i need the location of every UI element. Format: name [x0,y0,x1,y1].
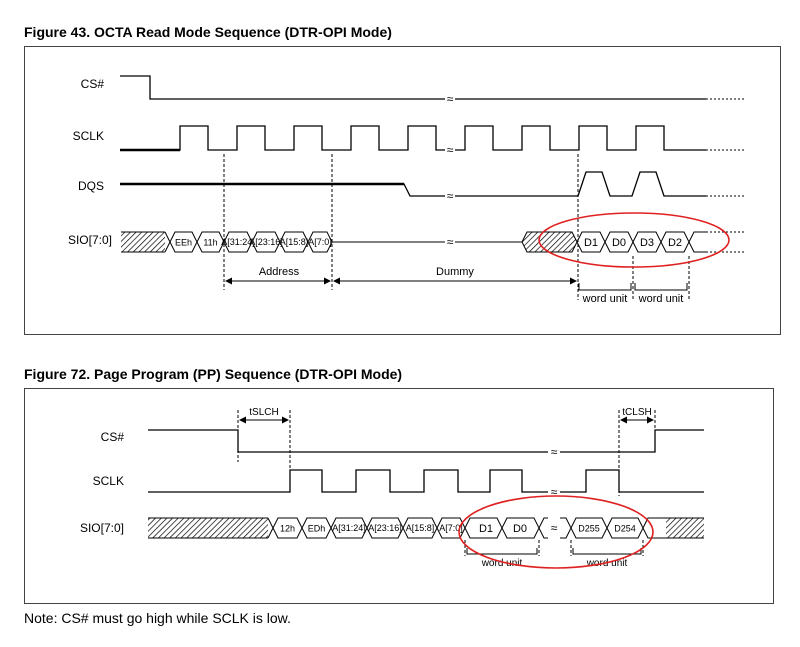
highlight-ellipse [458,495,654,569]
dqs-signal-label: DQS [78,179,104,193]
sio-signal-label: SIO[7:0] [80,521,124,535]
break-mark-icon: ≈ [551,485,558,499]
highlight-ellipse [538,212,730,268]
sio-addr-cell: A[31:24] [332,523,366,533]
sclk-waveform [120,125,706,151]
sio-addr-cell: A[7:0] [308,237,332,247]
sio-data-cell: D255 [578,524,600,534]
sio-data-cell: D0 [513,523,527,535]
sclk-waveform [148,469,704,493]
sio-data-cell: D0 [612,237,626,249]
figure-72-title: Figure 72. Page Program (PP) Sequence (D… [24,366,403,382]
sio-data-cell: D254 [614,524,636,534]
sio-signal-label: SIO[7:0] [68,233,112,247]
sio-data-cell: D1 [479,523,493,535]
sio-addr-cell: A[23:16] [368,523,402,533]
cs-waveform [120,75,706,100]
sio-waveform: EEh 11h A[31:24] A[23:16] A[15:8] A[7:0]… [121,231,745,253]
cs-waveform [148,429,704,453]
sio-addr-cell: A[31:24] [221,237,255,247]
word-unit-label: word unit [481,558,523,569]
figure-72-diagram: CS# SCLK SIO[7:0] tSLCH tCLSH ≈ ≈ 12h ED… [80,407,704,569]
sio-waveform: 12h EDh A[31:24] A[23:16] A[15:8] A[7:0]… [148,517,704,539]
break-mark-icon: ≈ [551,521,558,535]
tslch-label: tSLCH [249,407,278,418]
dummy-label: Dummy [436,266,474,278]
sclk-signal-label: SCLK [93,474,124,488]
word-unit-label: word unit [638,293,684,305]
figure-43-diagram: CS# SCLK DQS SIO[7:0] ≈ ≈ ≈ EEh 11h [68,75,745,305]
sio-cmd-cell: EDh [308,524,326,534]
sio-cmd-cell: EEh [175,238,192,248]
sio-data-cell: D3 [640,237,654,249]
break-mark-icon: ≈ [551,445,558,459]
sio-data-cell: D1 [584,237,598,249]
break-mark-icon: ≈ [447,189,454,203]
sio-cmd-cell: 11h [203,238,217,248]
cs-signal-label: CS# [81,77,105,91]
word-unit-label: word unit [582,293,628,305]
sio-data-cell: D2 [668,237,682,249]
sclk-signal-label: SCLK [73,129,104,143]
cs-signal-label: CS# [101,430,125,444]
sio-addr-cell: A[15:8] [406,523,435,533]
break-mark-icon: ≈ [447,143,454,157]
footnote: Note: CS# must go high while SCLK is low… [24,610,291,626]
sio-addr-cell: A[7:0] [439,523,463,533]
address-label: Address [259,266,300,278]
figure-43-title: Figure 43. OCTA Read Mode Sequence (DTR-… [24,24,392,40]
sio-addr-cell: A[15:8] [280,237,309,247]
break-mark-icon: ≈ [447,235,454,249]
figure-72-frame [24,388,774,604]
sio-cmd-cell: 12h [280,524,295,534]
sio-addr-cell: A[23:16] [249,237,283,247]
tclsh-label: tCLSH [622,407,651,418]
break-mark-icon: ≈ [447,92,454,106]
